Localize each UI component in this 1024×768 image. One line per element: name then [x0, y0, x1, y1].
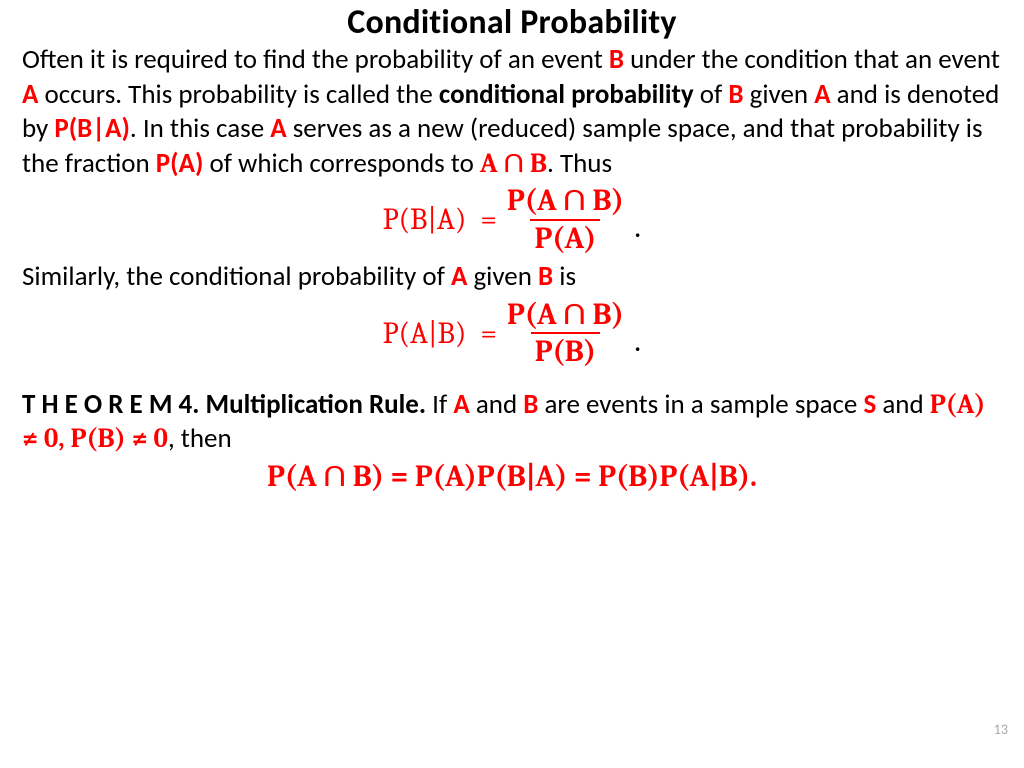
- theorem-statement: T H E O R E M 4. Multiplication Rule. If…: [22, 388, 1002, 457]
- text: of which corresponds to: [203, 147, 480, 180]
- text: If: [426, 388, 453, 421]
- event-b: B: [523, 388, 538, 421]
- event-a: A: [814, 78, 830, 111]
- event-b: B: [609, 43, 624, 76]
- text: given: [467, 260, 538, 293]
- equals-sign: =: [474, 202, 503, 237]
- formula-lhs: P(B|A): [383, 202, 475, 237]
- event-b: B: [538, 260, 553, 293]
- fraction: P(A ∩ B) P(B): [503, 299, 628, 368]
- equals-sign: =: [474, 316, 503, 351]
- period: .: [628, 323, 642, 368]
- fraction: P(A ∩ B) P(A): [503, 185, 628, 254]
- text: Often it is required to find the probabi…: [22, 43, 609, 76]
- slide-title: Conditional Probability: [22, 2, 1002, 43]
- text: under the condition that an event: [624, 43, 1000, 76]
- text: is: [553, 260, 576, 293]
- theorem-number: 4. Multiplication Rule.: [172, 388, 426, 421]
- event-b: B: [728, 78, 743, 111]
- event-a: A: [453, 388, 469, 421]
- text: of: [694, 78, 729, 111]
- numerator: P(A ∩ B): [503, 299, 628, 333]
- text: given: [744, 78, 815, 111]
- notation-pba: P(B|A): [54, 112, 130, 145]
- formula-pba: P(B|A) = P(A ∩ B) P(A) .: [22, 185, 1002, 254]
- denominator: P(A): [530, 219, 600, 255]
- event-a: A: [270, 112, 286, 145]
- formula-lhs: P(A|B): [383, 316, 475, 351]
- paragraph-intro: Often it is required to find the probabi…: [22, 43, 1002, 181]
- sample-space-s: S: [863, 388, 876, 421]
- text: . Thus: [547, 147, 612, 180]
- text: occurs. This probability is called the: [38, 78, 439, 111]
- event-a: A: [451, 260, 467, 293]
- period: .: [628, 209, 642, 254]
- formula-multiplication-rule: P(A ∩ B) = P(A)P(B|A) = P(B)P(A|B).: [22, 459, 1002, 494]
- theorem-label: T H E O R E M: [22, 388, 172, 421]
- event-a: A: [22, 78, 38, 111]
- page-number: 13: [994, 721, 1008, 738]
- numerator: P(A ∩ B): [503, 185, 628, 219]
- text: and: [470, 388, 524, 421]
- text: , then: [168, 422, 232, 455]
- formula-pab: P(A|B) = P(A ∩ B) P(B) .: [22, 299, 1002, 368]
- notation-a-int-b: A ∩ B: [480, 148, 547, 179]
- paragraph-similarly: Similarly, the conditional probability o…: [22, 260, 1002, 295]
- notation-pa: P(A): [156, 147, 204, 180]
- text: and: [876, 388, 930, 421]
- text: . In this case: [130, 112, 270, 145]
- denominator: P(B): [531, 332, 600, 368]
- text: are events in a sample space: [538, 388, 863, 421]
- text: Similarly, the conditional probability o…: [22, 260, 451, 293]
- slide-content: Conditional Probability Often it is requ…: [0, 0, 1024, 494]
- term-conditional-probability: conditional probability: [439, 78, 694, 111]
